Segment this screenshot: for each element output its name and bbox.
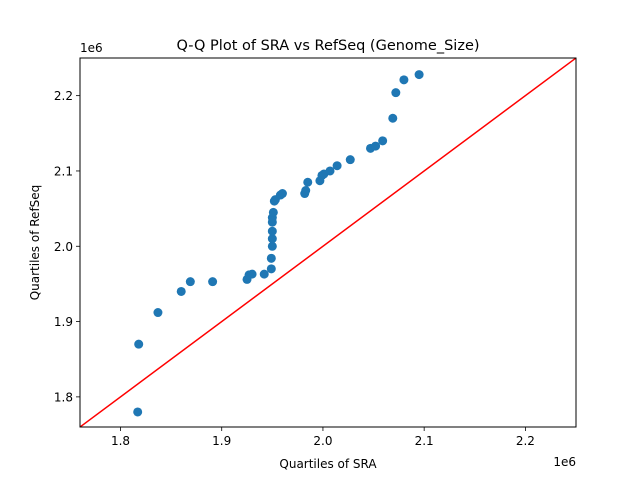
data-point bbox=[325, 166, 335, 176]
y-offset-label: 1e6 bbox=[80, 41, 103, 55]
data-point bbox=[266, 264, 276, 274]
data-point bbox=[371, 141, 381, 151]
data-point bbox=[134, 339, 144, 349]
data-point bbox=[267, 241, 277, 251]
x-axis-ticks: 1.8 1.9 2.0 2.1 2.2 bbox=[111, 427, 535, 448]
x-tick-label: 2.1 bbox=[415, 434, 434, 448]
y-axis-ticks: 1.8 1.9 2.0 2.1 2.2 bbox=[54, 89, 80, 404]
x-tick-label: 1.9 bbox=[212, 434, 231, 448]
y-tick-label: 1.9 bbox=[54, 315, 73, 329]
data-point bbox=[332, 161, 342, 171]
data-point bbox=[267, 234, 277, 244]
y-axis-label: Quartiles of RefSeq bbox=[28, 185, 42, 301]
y-tick-label: 2.1 bbox=[54, 164, 73, 178]
plot-area bbox=[79, 57, 577, 428]
data-point bbox=[277, 189, 287, 199]
data-point bbox=[303, 177, 313, 187]
data-point bbox=[208, 277, 218, 287]
data-point bbox=[268, 207, 278, 217]
data-point bbox=[247, 269, 257, 279]
data-point bbox=[378, 136, 388, 146]
data-point bbox=[185, 277, 195, 287]
reference-line-layer bbox=[80, 58, 576, 427]
x-tick-label: 2.0 bbox=[313, 434, 332, 448]
x-tick-label: 1.8 bbox=[111, 434, 130, 448]
y-tick-label: 2.2 bbox=[54, 89, 73, 103]
data-point bbox=[414, 70, 424, 80]
data-point bbox=[399, 75, 409, 85]
data-point bbox=[345, 155, 355, 165]
data-point bbox=[388, 113, 398, 123]
data-point bbox=[259, 269, 269, 279]
x-offset-label: 1e6 bbox=[553, 455, 576, 469]
axes-frame bbox=[79, 57, 577, 428]
x-tick-label: 2.2 bbox=[516, 434, 535, 448]
data-point bbox=[391, 88, 401, 98]
data-point bbox=[176, 286, 186, 296]
data-point bbox=[133, 407, 143, 417]
data-point bbox=[266, 253, 276, 263]
data-point bbox=[153, 308, 163, 318]
chart-title: Q-Q Plot of SRA vs RefSeq (Genome_Size) bbox=[176, 38, 479, 54]
x-axis-label: Quartiles of SRA bbox=[279, 457, 377, 471]
points-layer bbox=[133, 70, 424, 417]
data-point bbox=[301, 186, 311, 196]
reference-line bbox=[80, 58, 576, 427]
y-tick-label: 2.0 bbox=[54, 240, 73, 254]
y-tick-label: 1.8 bbox=[54, 390, 73, 404]
data-point bbox=[267, 226, 277, 236]
